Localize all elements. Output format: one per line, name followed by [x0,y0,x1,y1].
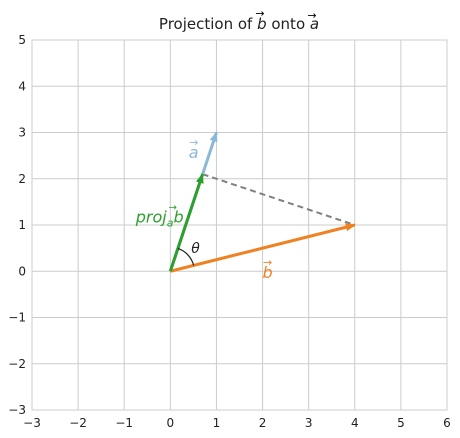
x-tick-label: 2 [259,416,267,430]
y-tick-label: 2 [18,172,26,186]
projection-label: projab [135,208,184,230]
x-tick-label: 5 [397,416,405,430]
y-tick-label: −2 [8,357,26,371]
angle-arc [177,247,195,266]
x-tick-label: 1 [213,416,221,430]
projection-label-subscript: a [167,217,174,230]
vector-b-label: b [263,263,273,282]
x-tick-label: −3 [23,416,41,430]
plot-frame [31,39,448,411]
vector-b-arrow [169,223,356,273]
y-tick-labels: −3 −2 −1 0 1 2 3 4 5 [8,33,26,417]
title-a-letter: a [310,15,319,33]
grid-lines [31,39,448,411]
x-tick-label: 4 [351,416,359,430]
title-prefix: Projection of [159,15,257,33]
projection-dashed-line [202,173,356,226]
title-a-arrow: → [307,9,316,22]
x-tick-label: 3 [305,416,313,430]
chart-title: Projection of b onto a [159,15,319,33]
angle-theta-label: θ [191,241,200,257]
projection-label-main: proj [135,208,168,227]
y-tick-label: 0 [18,264,26,278]
projection-label-arrow: → [169,203,177,214]
y-tick-label: 1 [18,218,26,232]
x-tick-label: −2 [69,416,87,430]
x-tick-labels: −3 −2 −1 0 1 2 3 4 5 6 [23,416,451,430]
title-middle: onto [267,15,310,33]
title-b-letter: b [257,15,267,33]
title-b-arrow: → [255,7,264,20]
projection-label-end: b [173,208,183,227]
vector-a-label-arrow: → [189,136,198,149]
projection-vector-arrow [168,173,205,272]
y-tick-label: 4 [18,79,26,93]
y-tick-label: −3 [8,403,26,417]
vector-a-label: a [189,143,199,162]
y-tick-label: 5 [18,33,26,47]
x-tick-label: 0 [167,416,175,430]
y-tick-label: 3 [18,126,26,140]
x-tick-label: −1 [115,416,133,430]
y-tick-label: −1 [8,311,26,325]
x-tick-label: 6 [443,416,451,430]
vector-b-label-arrow: → [263,256,272,269]
